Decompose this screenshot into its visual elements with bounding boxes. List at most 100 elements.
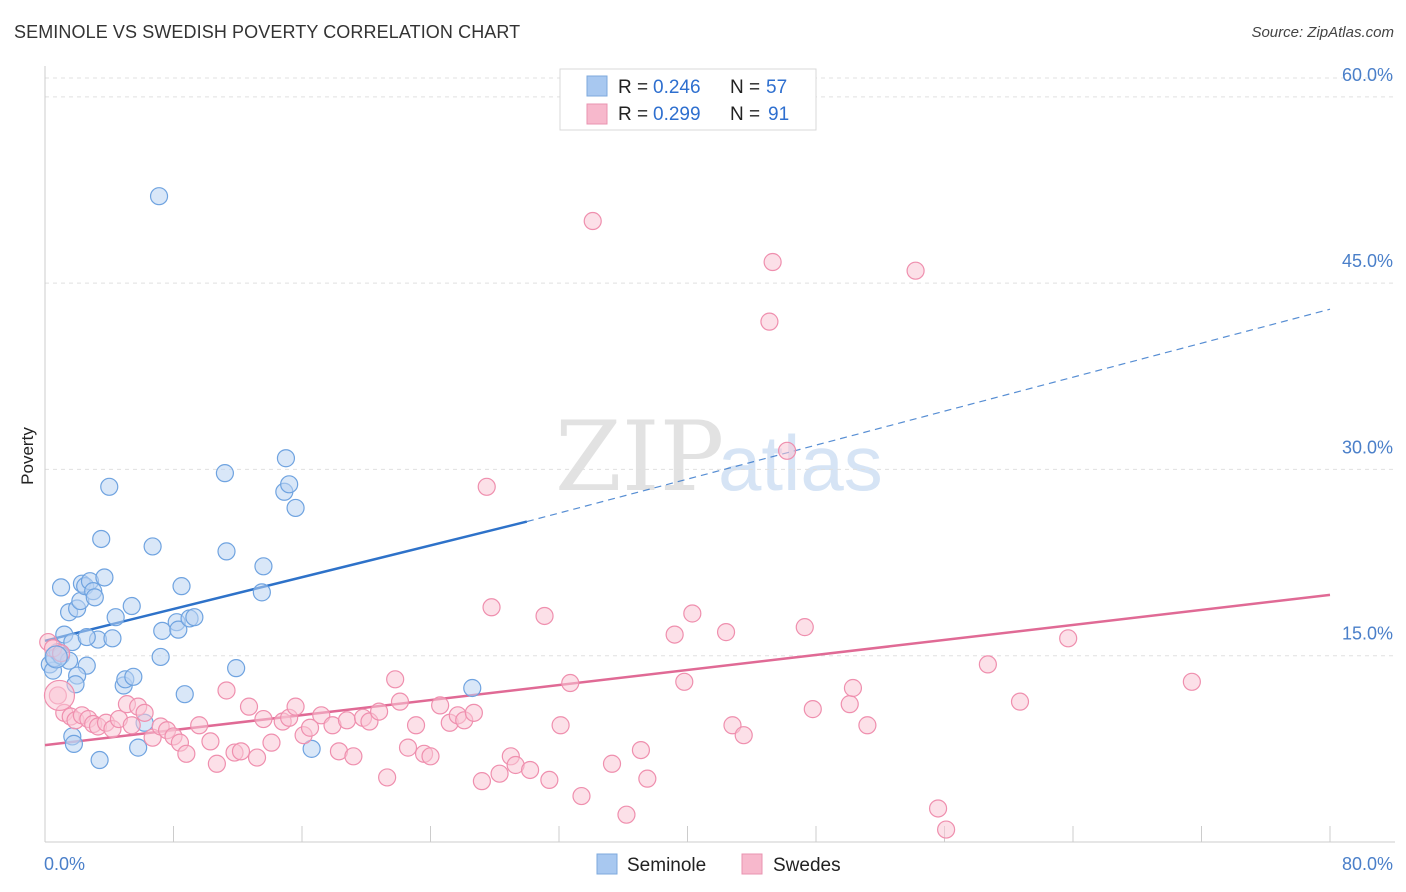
seminole-point	[227, 659, 246, 678]
swedes-point	[431, 696, 450, 715]
swedes-point	[675, 672, 694, 691]
swedes-point	[683, 604, 702, 623]
seminole-point	[252, 583, 271, 602]
swedes-point	[135, 703, 154, 722]
legend-bottom-swatch-seminole	[596, 853, 618, 875]
swedes-point	[1010, 692, 1030, 711]
seminole-trendline	[44, 520, 528, 643]
legend-bottom-label-seminole: Seminole	[627, 855, 706, 876]
swedes-point	[716, 623, 736, 642]
watermark-atlas: atlas	[718, 419, 883, 507]
swedes-point	[631, 740, 651, 760]
legend-bottom: Seminole Swedes	[596, 853, 841, 876]
swedes-point	[247, 748, 267, 767]
seminole-point	[106, 608, 125, 627]
legend-n-value-2: 91	[768, 104, 789, 125]
seminole-point	[463, 678, 482, 698]
x-tick-label-max: 80.0%	[1342, 854, 1393, 874]
seminole-point	[51, 578, 71, 597]
seminole-point	[217, 542, 236, 561]
seminole-point	[85, 588, 104, 607]
swedes-point	[937, 820, 956, 839]
seminole-point	[143, 537, 162, 556]
seminole-point	[77, 627, 96, 647]
legend-n-label-1: N =	[730, 77, 760, 98]
legend-swatch-swedes	[586, 103, 608, 125]
swedes-point	[386, 670, 405, 689]
seminole-point	[215, 464, 234, 483]
swedes-point	[540, 770, 559, 790]
swedes-point	[122, 716, 141, 735]
swedes-point	[217, 681, 236, 700]
swedes-point	[535, 606, 554, 626]
swedes-point	[602, 754, 622, 773]
swedes-point	[390, 692, 410, 711]
seminole-point	[95, 568, 114, 587]
swedes-point	[906, 261, 925, 280]
swedes-point	[638, 769, 657, 788]
swedes-point	[763, 252, 782, 272]
swedes-point	[254, 709, 273, 729]
swedes-point	[1182, 672, 1201, 691]
swedes-point	[482, 598, 501, 617]
swedes-point	[239, 697, 259, 716]
swedes-point	[520, 760, 540, 780]
seminole-point	[92, 529, 111, 549]
legend-top: R = 0.246 N = 57 R = 0.299 N = 91	[559, 68, 817, 131]
swedes-point	[665, 625, 684, 644]
swedes-point	[177, 744, 196, 763]
swedes-point	[583, 211, 602, 231]
seminole-point	[100, 477, 119, 496]
data-points	[39, 187, 1201, 839]
seminole-point	[151, 647, 170, 667]
swedes-point	[286, 697, 305, 716]
seminole-point	[64, 734, 84, 753]
swedes-point	[803, 700, 822, 719]
seminole-point	[124, 667, 143, 686]
seminole-point	[122, 596, 141, 616]
x-tick-label-min: 0.0%	[44, 854, 85, 874]
seminole-point	[280, 475, 299, 494]
swedes-point	[843, 678, 863, 698]
seminole-point	[302, 739, 321, 758]
swedes-point	[262, 733, 281, 752]
swedes-point	[1059, 629, 1078, 648]
swedes-point	[398, 738, 418, 757]
y-tick-label: 15.0%	[1342, 624, 1393, 644]
seminole-point	[103, 629, 122, 648]
seminole-point	[149, 187, 169, 206]
grid-lines	[45, 77, 1395, 657]
source-label: Source: ZipAtlas.com	[1251, 24, 1394, 41]
seminole-point	[90, 750, 109, 770]
legend-r-label-2: R =	[618, 104, 648, 125]
legend-bottom-swatch-swedes	[741, 853, 763, 875]
swedes-point	[344, 747, 363, 766]
swedes-point	[551, 716, 570, 735]
seminole-point	[129, 738, 148, 757]
y-tick-label: 45.0%	[1342, 251, 1393, 271]
swedes-point	[858, 716, 877, 735]
swedes-point	[201, 732, 220, 751]
axes	[44, 66, 1395, 843]
legend-r-value-2: 0.299	[653, 104, 701, 125]
y-axis-label: Poverty	[18, 427, 37, 485]
swedes-point	[421, 747, 440, 766]
legend-bottom-label-swedes: Swedes	[773, 855, 841, 876]
seminole-point	[175, 685, 194, 704]
swedes-point	[561, 673, 580, 693]
swedes-point	[472, 772, 491, 791]
swedes-point	[300, 718, 320, 737]
seminole-point	[185, 608, 204, 627]
seminole-trendline-projection	[526, 308, 1331, 523]
swedes-point	[840, 695, 859, 714]
swedes-point	[378, 768, 397, 787]
legend-r-value-1: 0.246	[653, 77, 701, 98]
swedes-point	[207, 754, 226, 773]
swedes-point	[43, 679, 76, 712]
swedes-point	[490, 764, 509, 783]
seminole-point	[286, 498, 305, 518]
swedes-point	[231, 742, 251, 761]
swedes-point	[464, 703, 483, 722]
legend-n-label-2: N =	[730, 104, 760, 125]
